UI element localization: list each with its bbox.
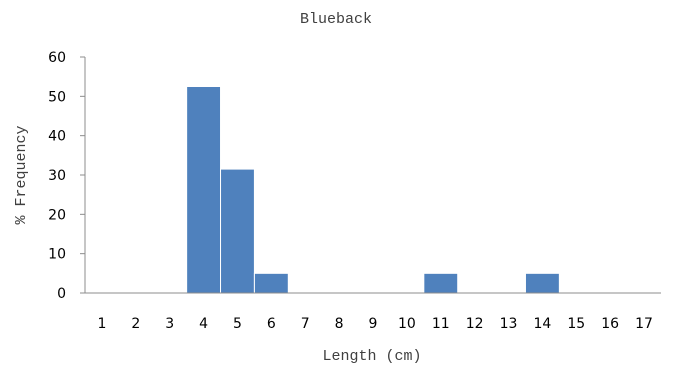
y-tick-label: 40 [48,129,66,145]
bar-11 [423,272,459,294]
x-tick-label: 10 [398,316,416,332]
x-tick-label: 12 [466,316,484,332]
y-tick-label: 0 [57,286,66,302]
x-tick-label: 11 [432,316,450,332]
x-tick-label: 5 [233,316,242,332]
x-tick-label: 1 [97,316,106,332]
y-axis-title: % Frequency [13,125,30,224]
bars-group [186,86,560,294]
y-tick-label: 30 [48,168,66,184]
x-tick-label: 14 [533,316,551,332]
bar-4 [186,86,222,294]
x-tick-label: 2 [131,316,140,332]
y-tick-label: 20 [48,207,66,223]
x-tick-label: 8 [335,316,344,332]
x-tick-label: 6 [267,316,276,332]
x-axis: 1 2 3 4 5 6 7 8 9 10 11 12 13 14 15 16 17 [97,316,652,332]
x-tick-label: 3 [165,316,174,332]
y-tick-label: 10 [48,247,66,263]
y-axis: 0 10 20 30 40 50 60 [48,50,85,302]
x-axis-title: Length (cm) [322,348,421,365]
bar-6 [253,272,289,294]
y-tick-label: 50 [48,89,66,105]
x-tick-label: 16 [601,316,619,332]
x-tick-label: 9 [369,316,378,332]
x-tick-label: 15 [567,316,585,332]
bar-5 [220,168,255,294]
x-tick-label: 7 [301,316,310,332]
x-tick-label: 17 [635,316,653,332]
x-tick-label: 4 [199,316,208,332]
bar-14 [524,272,560,294]
chart-title: Blueback [300,11,372,28]
y-tick-label: 60 [48,50,66,66]
x-tick-label: 13 [500,316,518,332]
